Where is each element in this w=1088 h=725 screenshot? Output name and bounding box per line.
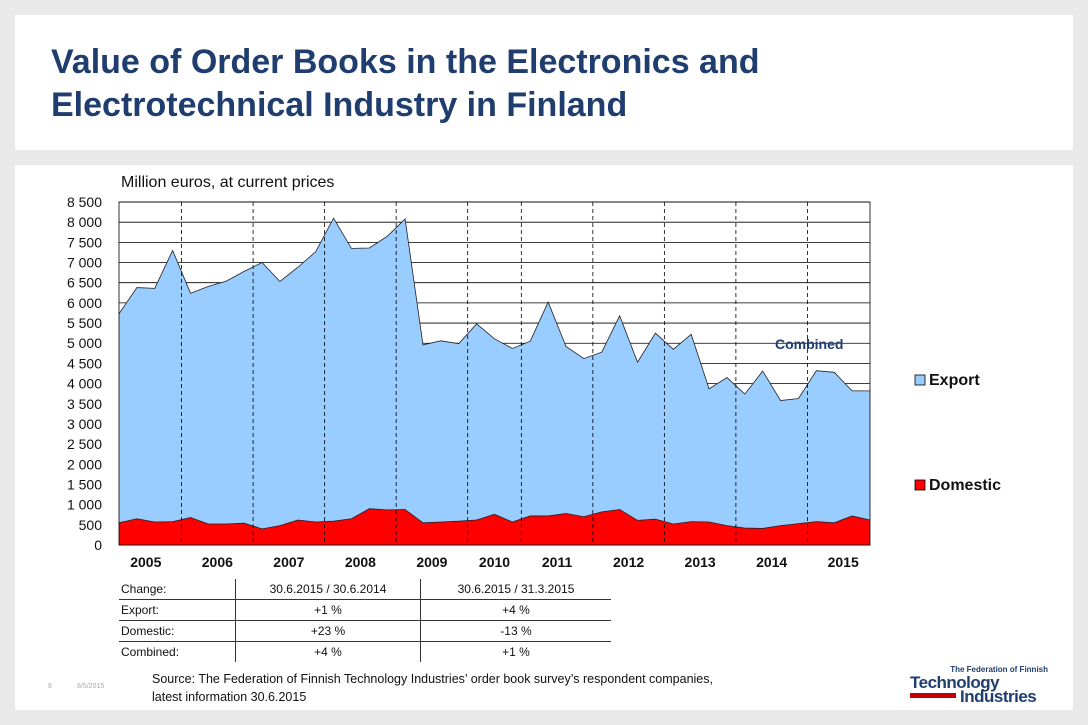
change-table: Change: 30.6.2015 / 30.6.2014 30.6.2015 …	[119, 579, 611, 662]
page-number: 8	[48, 683, 52, 690]
series-combined-line	[118, 217, 870, 401]
table-header-row: Change: 30.6.2015 / 30.6.2014 30.6.2015 …	[119, 579, 611, 600]
table-cell: +4 %	[420, 599, 611, 621]
title-panel: Value of Order Books in the Electronics …	[15, 15, 1073, 150]
x-axis-year-labels: 2005 2006 2007 2008 2009 2010 2011 2012 2013 2014…	[130, 554, 859, 570]
footer-date: 8/5/2015	[77, 683, 105, 690]
legend-swatch	[914, 374, 926, 386]
logo-line-1: The Federation of Finnish	[950, 665, 1048, 674]
combined-annotation: Combined	[775, 336, 843, 352]
x-year-label: 2015	[828, 554, 859, 570]
source-line-2: latest information 30.6.2015	[152, 690, 307, 704]
table-cell: -13 %	[420, 620, 611, 642]
y-axis-tick-labels: 0 500 1 000 1 500 2 000 2 500 3 000 3 500 4 000 4…	[67, 194, 102, 553]
y-tick-label: 7 500	[67, 234, 102, 250]
x-year-label: 2011	[542, 554, 573, 570]
table-row: Combined: +4 % +1 %	[119, 641, 611, 662]
x-year-label: 2010	[479, 554, 510, 570]
y-tick-label: 0	[94, 537, 102, 553]
y-tick-label: 8 000	[67, 214, 102, 230]
x-year-label: 2007	[273, 554, 304, 570]
chart-axes	[118, 201, 871, 546]
table-cell: Domestic:	[119, 620, 236, 642]
logo-line-3: Industries	[960, 687, 1037, 706]
chart-areas	[118, 217, 871, 545]
y-tick-label: 3 500	[67, 396, 102, 412]
table-cell: +1 %	[235, 599, 421, 621]
y-tick-label: 2 000	[67, 456, 102, 472]
series-domestic-line	[118, 508, 871, 530]
table-cell: +1 %	[502, 645, 530, 659]
y-tick-label: 6 500	[67, 275, 102, 291]
y-tick-label: 7 000	[67, 255, 102, 271]
chart-year-gridlines	[181, 202, 808, 545]
source-line-1: Source: The Federation of Finnish Techno…	[152, 672, 713, 686]
series-export-area	[119, 218, 870, 529]
table-cell: Change:	[119, 579, 236, 600]
legend-label: Domestic	[929, 477, 1001, 494]
table-cell: Combined:	[119, 641, 236, 662]
y-tick-label: 4 500	[67, 355, 102, 371]
x-year-label: 2012	[613, 554, 644, 570]
x-year-label: 2006	[202, 554, 233, 570]
x-year-label: 2013	[685, 554, 716, 570]
table-cell: +4 %	[235, 641, 421, 662]
plot-frame	[118, 201, 871, 546]
y-tick-label: 500	[79, 517, 103, 533]
federation-logo: The Federation of Finnish Technology Ind…	[908, 665, 1048, 706]
source-note: Source: The Federation of Finnish Techno…	[152, 670, 842, 706]
table-cell: Export:	[119, 599, 236, 621]
series-domestic-area	[119, 508, 870, 545]
x-year-label: 2005	[130, 554, 161, 570]
logo-bar	[910, 693, 956, 698]
content-panel: 0 500 1 000 1 500 2 000 2 500 3 000 3 500 4 000 4…	[15, 165, 1073, 710]
page-title: Value of Order Books in the Electronics …	[51, 43, 760, 124]
logo-line-2: Technology	[910, 673, 1000, 692]
y-tick-label: 1 500	[67, 476, 102, 492]
y-tick-label: 6 000	[67, 295, 102, 311]
table-row: Domestic: +23 % -13 %	[119, 620, 611, 642]
y-tick-label: 1 000	[67, 497, 102, 513]
table-row: Export: +1 % +4 %	[119, 599, 611, 621]
x-year-label: 2008	[345, 554, 376, 570]
y-tick-label: 5 500	[67, 315, 102, 331]
legend-swatch	[914, 479, 926, 491]
y-tick-label: 2 500	[67, 436, 102, 452]
x-year-label: 2014	[756, 554, 787, 570]
y-tick-label: 4 000	[67, 376, 102, 392]
table-cell: 30.6.2015 / 31.3.2015	[420, 579, 611, 600]
chart-legend: Export Domestic	[914, 372, 1001, 494]
x-year-label: 2009	[416, 554, 447, 570]
legend-label: Export	[929, 372, 980, 389]
order-books-chart: 0 500 1 000 1 500 2 000 2 500 3 000 3 500 4 000 4…	[67, 194, 1001, 570]
y-tick-label: 8 500	[67, 194, 102, 210]
table-cell: 30.6.2015 / 30.6.2014	[235, 579, 421, 600]
table-cell: +23 %	[235, 620, 421, 642]
y-tick-label: 5 000	[67, 335, 102, 351]
y-tick-label: 3 000	[67, 416, 102, 432]
unit-label: Million euros, at current prices	[121, 174, 335, 191]
